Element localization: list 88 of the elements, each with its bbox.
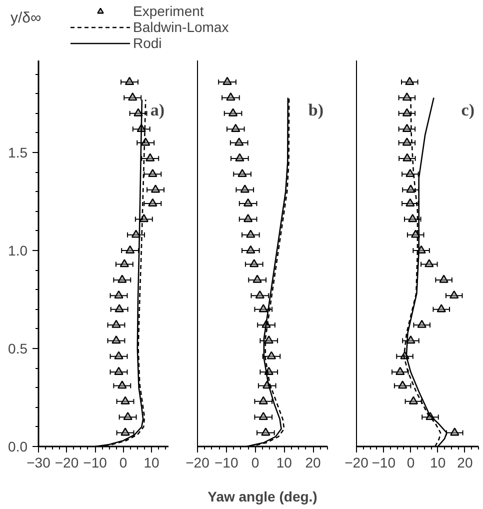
point (402, 108, 412, 116)
legend-label: Baldwin-Lomax (133, 19, 229, 35)
x-axis-title: Yaw angle (deg.) (208, 488, 318, 504)
annotation: c) (461, 100, 475, 120)
point (114, 351, 124, 360)
y-axis-title: y/δ∞ (10, 10, 42, 26)
point (120, 259, 130, 268)
point (134, 108, 143, 116)
point (118, 380, 127, 389)
point (450, 290, 459, 299)
point (226, 92, 236, 101)
point (408, 214, 418, 222)
point (124, 76, 134, 85)
point (402, 153, 412, 162)
point (114, 304, 124, 312)
annotation: b) (308, 100, 324, 120)
point (238, 168, 247, 178)
point (125, 245, 135, 254)
point (261, 428, 270, 436)
x-tick-label: −10 (214, 454, 238, 470)
x-tick-label: −20 (54, 454, 79, 470)
point (424, 259, 434, 268)
x-tick-label: −20 (344, 454, 369, 470)
point (250, 259, 259, 268)
point (118, 274, 127, 283)
point (146, 153, 155, 162)
point (246, 230, 256, 238)
x-tick-label: −10 (83, 454, 108, 470)
x-tick-label: 10 (430, 454, 446, 470)
point (240, 184, 250, 193)
x-tick-label: 20 (457, 454, 473, 470)
point (234, 138, 244, 146)
point (231, 124, 240, 132)
point (128, 92, 138, 101)
point (246, 245, 256, 254)
point (222, 76, 232, 85)
point (396, 366, 405, 375)
x-tick-label: 0 (406, 454, 415, 470)
x-tick-label: 20 (305, 454, 322, 470)
point (408, 396, 418, 404)
point (405, 76, 414, 85)
point (402, 124, 412, 132)
point (131, 230, 141, 238)
point (417, 320, 426, 328)
point (150, 184, 160, 193)
point (112, 320, 121, 328)
annotation: a) (150, 100, 165, 120)
point (406, 198, 415, 206)
point (235, 153, 244, 162)
x-tick-label: −20 (186, 454, 210, 470)
point (266, 351, 276, 360)
x-tick-label: −10 (372, 454, 396, 470)
y-tick-label: 0.0 (8, 438, 28, 454)
y-tick-label: 0.5 (8, 340, 28, 357)
point (114, 366, 124, 375)
point (258, 396, 268, 404)
x-tick-label: 0 (119, 454, 128, 470)
point (398, 380, 408, 389)
legend-label: Experiment (133, 3, 204, 19)
x-tick-label: 10 (144, 454, 160, 470)
point (112, 335, 121, 344)
x-tick-label: 0 (251, 454, 260, 470)
point (120, 428, 130, 436)
point (439, 274, 448, 283)
point (450, 428, 460, 436)
y-tick-label: 1.5 (8, 144, 28, 161)
point (258, 304, 268, 312)
point (406, 184, 416, 193)
point (436, 304, 446, 312)
point (243, 214, 253, 222)
point (406, 168, 415, 178)
point (148, 168, 158, 178)
legend-label: Rodi (133, 35, 162, 51)
point (252, 274, 262, 283)
point (114, 290, 124, 299)
point (120, 396, 130, 404)
point (255, 290, 264, 299)
point (402, 92, 412, 101)
point (402, 138, 412, 146)
x-tick-label: 10 (276, 454, 292, 470)
x-tick-label: −30 (26, 454, 51, 470)
y-tick-label: 1.0 (8, 242, 28, 259)
point (148, 198, 158, 206)
point (264, 335, 274, 344)
point (258, 412, 268, 420)
point (228, 108, 238, 116)
point (123, 412, 132, 420)
point (243, 198, 253, 206)
